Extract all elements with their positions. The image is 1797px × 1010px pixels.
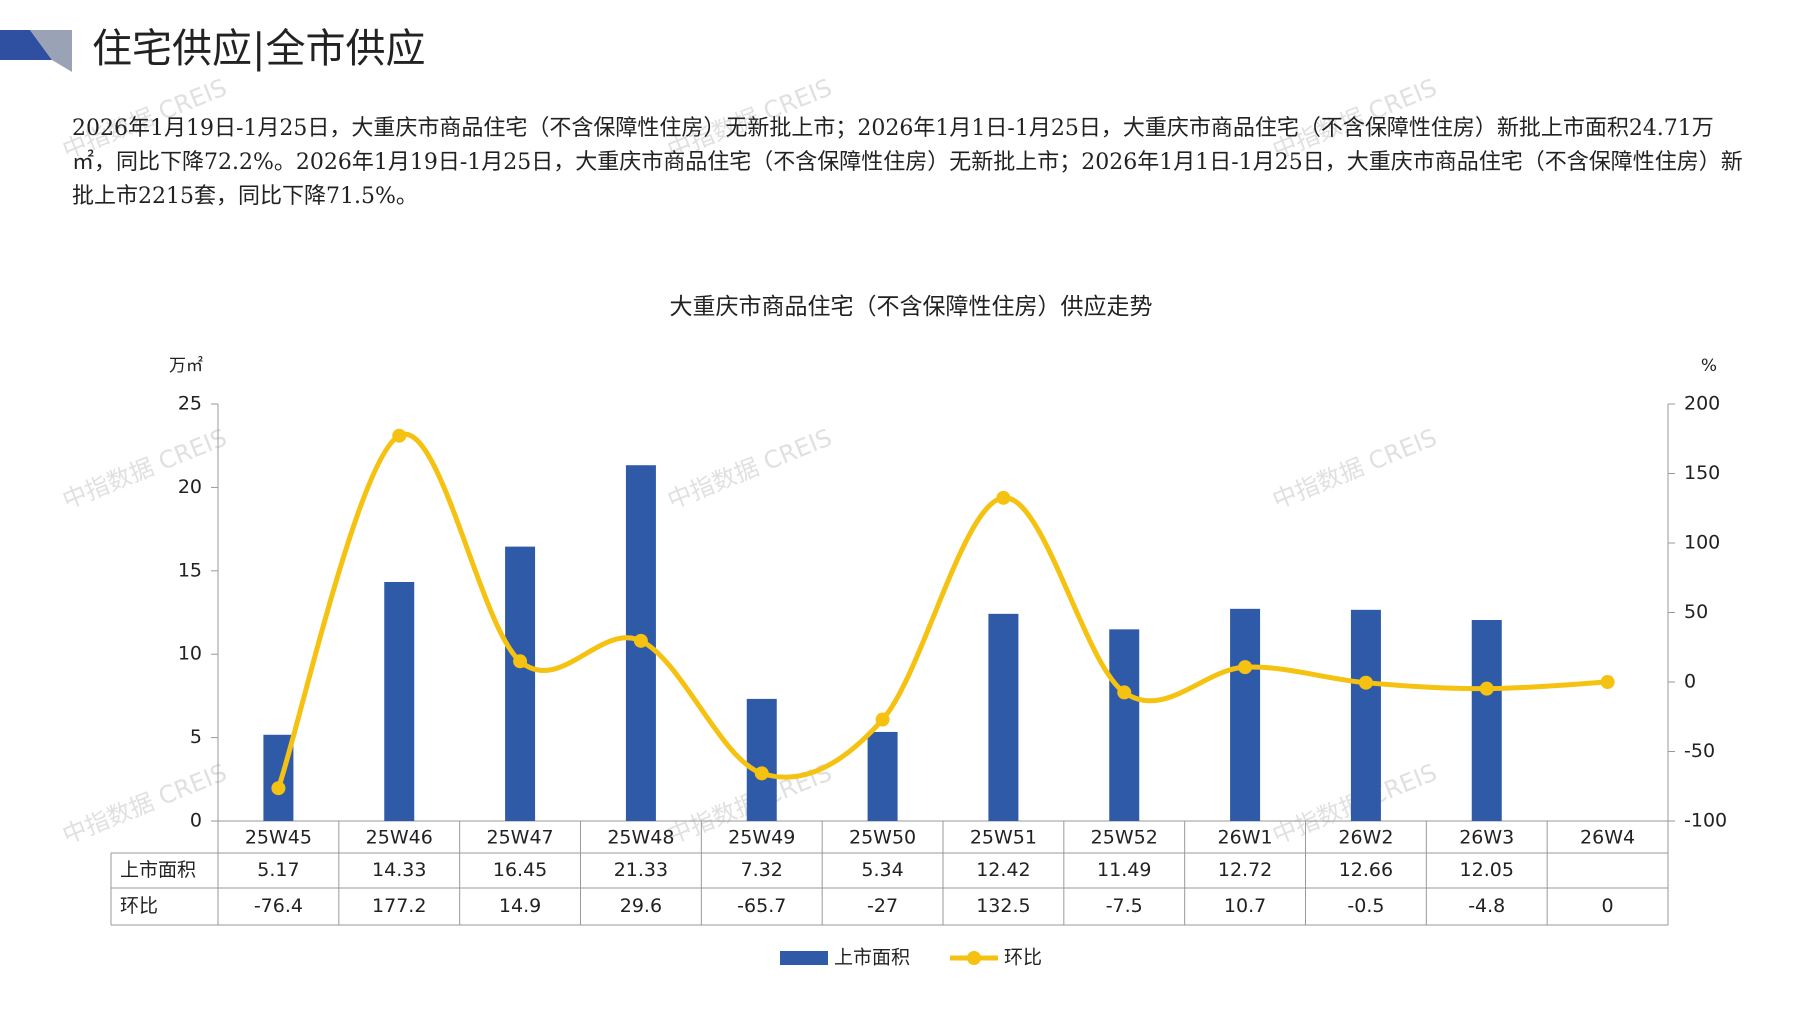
y-tick-label: 25 bbox=[178, 393, 202, 415]
bar bbox=[1350, 609, 1381, 821]
watermark: 中指数据 CREIS bbox=[58, 423, 230, 514]
line-marker bbox=[392, 428, 407, 443]
line-marker bbox=[1479, 681, 1494, 696]
x-tick-label: 25W50 bbox=[849, 827, 916, 849]
table-value: 5.17 bbox=[257, 859, 299, 881]
legend-label: 上市面积 bbox=[834, 947, 910, 969]
table-value: 12.72 bbox=[1218, 859, 1272, 881]
table-value: 5.34 bbox=[861, 859, 903, 881]
y2-tick-label: 0 bbox=[1684, 671, 1696, 693]
table-row-label: 上市面积 bbox=[120, 859, 196, 881]
table-value: 11.49 bbox=[1097, 859, 1151, 881]
bar bbox=[1109, 629, 1140, 821]
table-row-label: 环比 bbox=[120, 895, 158, 917]
table-value: -76.4 bbox=[254, 895, 303, 917]
watermark: 中指数据 CREIS bbox=[1268, 423, 1440, 514]
x-tick-label: 26W4 bbox=[1580, 827, 1635, 849]
x-tick-label: 26W1 bbox=[1218, 827, 1273, 849]
y2-tick-label: -100 bbox=[1684, 810, 1727, 832]
table-value: 12.05 bbox=[1460, 859, 1514, 881]
header-icon bbox=[30, 30, 72, 72]
table-value: 7.32 bbox=[741, 859, 783, 881]
table-value: 12.42 bbox=[976, 859, 1030, 881]
x-tick-label: 26W2 bbox=[1338, 827, 1393, 849]
line bbox=[276, 431, 1608, 790]
x-tick-label: 25W51 bbox=[970, 827, 1037, 849]
table-value: -65.7 bbox=[737, 895, 786, 917]
y2-tick-label: 50 bbox=[1684, 601, 1708, 623]
legend-label: 环比 bbox=[1004, 947, 1042, 969]
bar bbox=[867, 731, 898, 821]
y2-tick-label: 200 bbox=[1684, 393, 1720, 415]
line-marker bbox=[875, 712, 890, 727]
bar bbox=[505, 546, 536, 821]
table-value: 29.6 bbox=[620, 895, 662, 917]
table-value: 16.45 bbox=[493, 859, 547, 881]
x-tick-label: 25W49 bbox=[728, 827, 795, 849]
x-tick-label: 25W46 bbox=[366, 827, 433, 849]
bar bbox=[1471, 620, 1502, 821]
table-value: -4.8 bbox=[1468, 895, 1505, 917]
x-tick-label: 25W45 bbox=[245, 827, 312, 849]
summary-text: 2026年1月19日-1月25日，大重庆市商品住宅（不含保障性住房）无新批上市；… bbox=[72, 116, 1743, 209]
table-value: -0.5 bbox=[1347, 895, 1384, 917]
table-value: 12.66 bbox=[1339, 859, 1393, 881]
table-value: 14.9 bbox=[499, 895, 541, 917]
x-tick-label: 26W3 bbox=[1459, 827, 1514, 849]
line-marker bbox=[1600, 675, 1615, 689]
line-marker bbox=[754, 766, 769, 781]
bar bbox=[1230, 608, 1261, 821]
y-axis-label: 万㎡ bbox=[169, 356, 203, 376]
y2-tick-label: -50 bbox=[1684, 740, 1715, 762]
table-value: -7.5 bbox=[1106, 895, 1143, 917]
y-tick-label: 5 bbox=[190, 726, 202, 748]
legend-swatch bbox=[780, 951, 828, 965]
table-value: 10.7 bbox=[1224, 895, 1266, 917]
y2-tick-label: 150 bbox=[1684, 462, 1720, 484]
line-marker bbox=[1358, 675, 1373, 690]
bar bbox=[384, 581, 415, 821]
line-marker bbox=[1238, 660, 1253, 675]
line-marker bbox=[996, 490, 1011, 505]
table-value: 132.5 bbox=[976, 895, 1030, 917]
y-tick-label: 0 bbox=[190, 810, 202, 832]
y2-tick-label: 100 bbox=[1684, 532, 1720, 554]
y-tick-label: 20 bbox=[178, 476, 202, 498]
watermark: 中指数据 CREIS bbox=[663, 423, 835, 514]
line-marker bbox=[633, 633, 648, 648]
chart-title: 大重庆市商品住宅（不含保障性住房）供应走势 bbox=[670, 294, 1153, 320]
page-title: 住宅供应|全市供应 bbox=[92, 26, 425, 72]
table-value: 177.2 bbox=[372, 895, 426, 917]
watermark: 中指数据 CREIS bbox=[58, 758, 230, 849]
table-value: 14.33 bbox=[372, 859, 426, 881]
x-tick-label: 25W52 bbox=[1091, 827, 1158, 849]
y-tick-label: 15 bbox=[178, 559, 202, 581]
y2-axis-label: % bbox=[1701, 356, 1717, 376]
table-value: -27 bbox=[867, 895, 898, 917]
x-tick-label: 25W47 bbox=[487, 827, 554, 849]
line-marker bbox=[1117, 685, 1132, 700]
bar bbox=[988, 613, 1019, 821]
bar bbox=[746, 698, 777, 821]
table-value: 21.33 bbox=[614, 859, 668, 881]
header-icon bbox=[0, 30, 52, 60]
table-value: 0 bbox=[1602, 895, 1614, 917]
x-tick-label: 25W48 bbox=[607, 827, 674, 849]
line-marker bbox=[271, 781, 286, 796]
legend-swatch bbox=[967, 951, 981, 965]
y-tick-label: 10 bbox=[178, 643, 202, 665]
line-marker bbox=[513, 654, 528, 669]
